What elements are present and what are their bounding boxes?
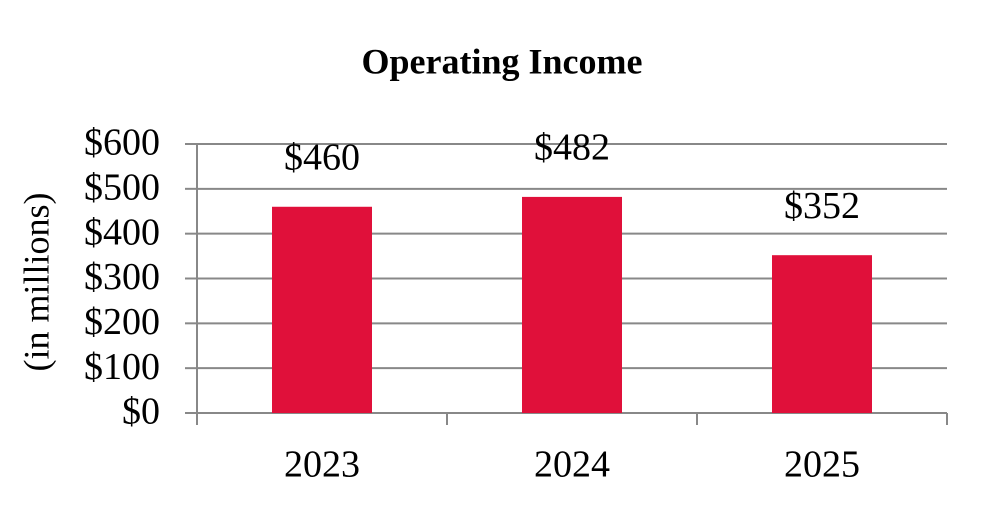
y-tick-label: $400 (84, 211, 160, 253)
bar (772, 255, 872, 413)
bar (522, 196, 622, 413)
x-tick-label: 2024 (534, 444, 610, 486)
y-tick-label: $300 (84, 256, 160, 298)
x-tick-label: 2023 (284, 444, 360, 486)
y-tick-label: $200 (84, 301, 160, 343)
y-tick-label: $0 (122, 391, 160, 433)
value-label: $460 (284, 136, 360, 178)
x-tick-label: 2025 (784, 444, 860, 486)
value-label: $352 (784, 185, 860, 227)
value-label: $482 (534, 127, 610, 169)
y-tick-label: $100 (84, 346, 160, 388)
y-axis-label: (in millions) (16, 193, 56, 372)
y-tick-label: $500 (84, 167, 160, 209)
chart-title: Operating Income (362, 41, 643, 81)
bar (272, 206, 372, 413)
y-tick-label: $600 (84, 122, 160, 164)
